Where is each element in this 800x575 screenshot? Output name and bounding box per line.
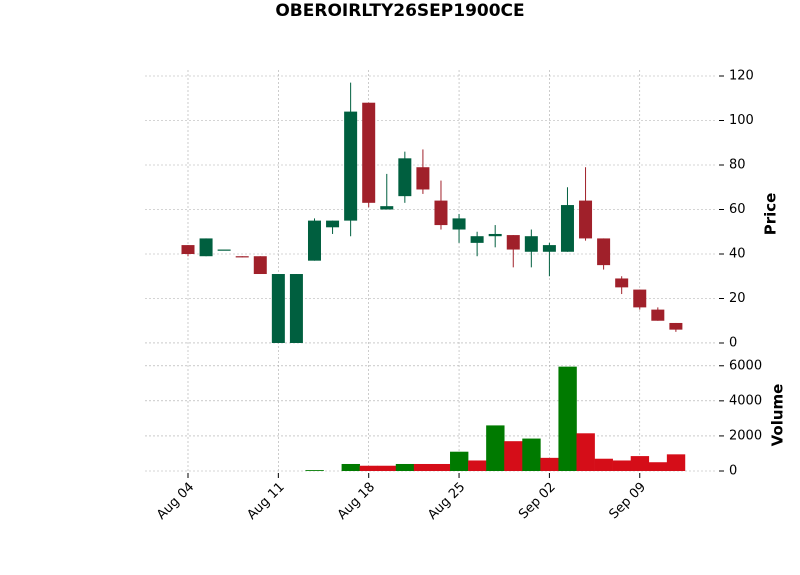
- candle-body: [398, 158, 412, 197]
- volume-bar: [648, 462, 668, 471]
- volume-axis-label: Volume: [769, 384, 787, 447]
- volume-bar: [504, 441, 523, 471]
- volume-bar: [359, 465, 379, 471]
- volume-bar: [666, 454, 686, 471]
- volume-bar: [594, 458, 613, 471]
- x-tick-label: Aug 18: [335, 480, 378, 523]
- volume-tick-label: 0: [729, 464, 737, 479]
- volume-bar: [630, 456, 650, 471]
- x-tick-label: Aug 11: [244, 480, 287, 523]
- candle-body: [181, 245, 195, 254]
- volume-bar: [395, 463, 415, 471]
- y-tick-label: 100: [729, 113, 754, 128]
- candle-body: [524, 236, 538, 252]
- y-tick-label: 60: [729, 202, 746, 217]
- candle-body: [199, 238, 213, 257]
- x-tick-label: Sep 02: [516, 480, 559, 523]
- candle-body: [416, 167, 430, 190]
- y-tick-label: 80: [729, 158, 746, 173]
- volume-bar: [522, 438, 541, 471]
- volume-bar: [413, 463, 433, 471]
- candle-body: [271, 274, 285, 343]
- volume-bar: [305, 470, 324, 471]
- candle-body: [470, 236, 484, 243]
- candle-body: [235, 256, 249, 258]
- y-tick-label: 20: [729, 291, 746, 306]
- x-tick-label: Aug 25: [425, 480, 468, 523]
- candle-body: [253, 256, 267, 275]
- candle-body: [542, 245, 556, 252]
- y-axis-label: Price: [762, 193, 780, 236]
- y-tick-label: 120: [729, 69, 754, 84]
- candle-body: [380, 206, 394, 210]
- volume-bar: [558, 366, 577, 471]
- volume-bar: [540, 457, 559, 471]
- volume-bar: [468, 460, 487, 471]
- x-tick-label: Sep 09: [606, 480, 649, 523]
- volume-bar: [450, 451, 469, 471]
- candle-body: [669, 322, 683, 330]
- candle-body: [326, 220, 340, 228]
- candle-body: [434, 200, 448, 226]
- chart-title: OBEROIRLTY26SEP1900CE: [275, 1, 524, 21]
- volume-bar: [341, 463, 360, 471]
- volume-bar: [377, 465, 397, 471]
- volume-bar: [576, 433, 595, 471]
- volume-bar: [431, 463, 451, 471]
- candle-body: [289, 274, 303, 343]
- x-tick-label: Aug 04: [154, 480, 197, 523]
- candle-body: [633, 289, 647, 308]
- volume-bar: [486, 425, 505, 471]
- volume-tick-label: 4000: [729, 393, 762, 408]
- candle-body: [506, 235, 520, 250]
- candle-body: [217, 249, 231, 251]
- candle-body: [615, 278, 629, 288]
- volume-tick-label: 2000: [729, 428, 762, 443]
- candle-body: [488, 233, 502, 237]
- y-tick-label: 40: [729, 246, 746, 261]
- candle-body: [362, 102, 376, 203]
- candle-body: [344, 111, 358, 221]
- candle-body: [579, 200, 593, 239]
- candle-body: [651, 309, 665, 321]
- candle-body: [452, 218, 466, 230]
- volume-bar: [612, 460, 632, 471]
- candle-body: [307, 220, 321, 261]
- y-tick-label: 0: [729, 335, 737, 350]
- volume-tick-label: 6000: [729, 358, 762, 373]
- candle-body: [560, 205, 574, 252]
- candle-body: [597, 238, 611, 266]
